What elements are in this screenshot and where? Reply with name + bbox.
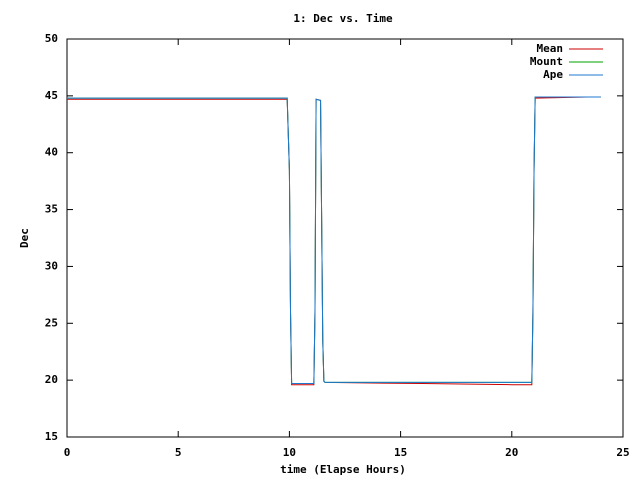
x-tick-label: 0 (64, 446, 71, 459)
y-tick-label: 50 (45, 32, 58, 45)
legend-label: Mount (530, 55, 563, 68)
y-tick-label: 25 (45, 316, 58, 329)
x-tick-label: 20 (505, 446, 518, 459)
y-tick-label: 35 (45, 203, 58, 216)
x-tick-label: 5 (175, 446, 182, 459)
y-tick-label: 30 (45, 259, 58, 272)
y-tick-label: 40 (45, 146, 58, 159)
plot-frame (66, 38, 624, 438)
legend-label: Mean (537, 42, 564, 55)
chart-title: 1: Dec vs. Time (293, 12, 393, 25)
x-tick-label: 15 (394, 446, 407, 459)
y-tick-label: 20 (45, 373, 58, 386)
series-line (67, 96, 601, 385)
y-tick-label: 45 (45, 89, 58, 102)
x-tick-label: 10 (283, 446, 296, 459)
y-tick-label: 15 (45, 430, 58, 443)
x-axis-label: time (Elapse Hours) (280, 463, 406, 476)
legend-label: Ape (543, 68, 563, 81)
y-axis-label: Dec (18, 228, 31, 248)
x-tick-label: 25 (616, 446, 629, 459)
